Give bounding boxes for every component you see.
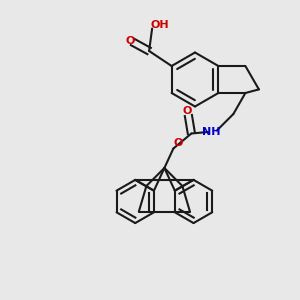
Text: O: O xyxy=(182,106,192,116)
Text: O: O xyxy=(173,138,183,148)
Text: OH: OH xyxy=(150,20,169,30)
Text: NH: NH xyxy=(202,127,221,137)
Text: O: O xyxy=(125,36,135,46)
